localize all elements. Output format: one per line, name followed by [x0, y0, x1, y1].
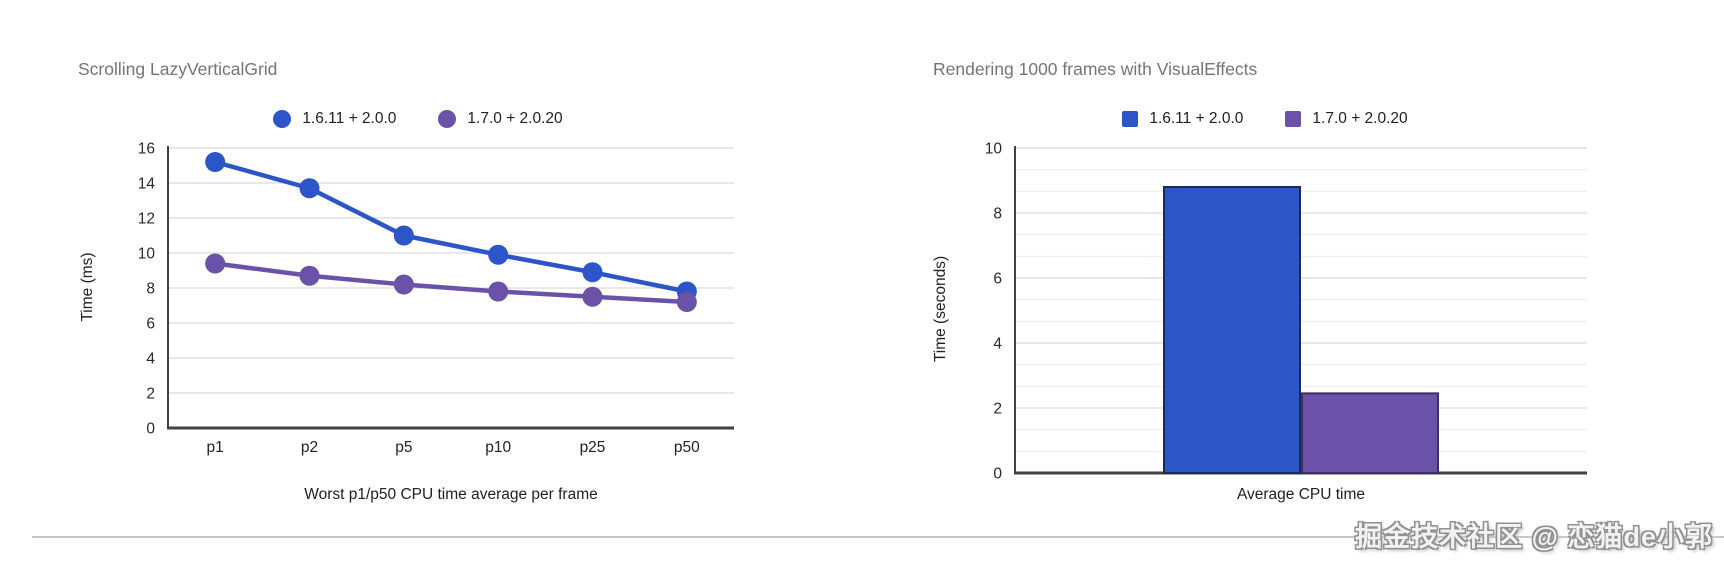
data-point-marker	[299, 265, 320, 286]
line-chart-y-axis-title: Time (ms)	[79, 252, 96, 322]
legend-swatch-icon	[1285, 111, 1302, 127]
bar-chart-y-axis-title: Time (seconds)	[932, 255, 949, 363]
legend-label: 1.7.0 + 2.0.20	[467, 110, 563, 127]
bar-1	[1301, 392, 1439, 474]
x-category-label: p10	[485, 439, 511, 456]
x-category-label: p25	[580, 439, 606, 456]
y-tick-label: 14	[138, 176, 156, 193]
line-chart-legend: 1.6.11 + 2.0.0 1.7.0 + 2.0.20	[118, 108, 718, 130]
line-chart-x-axis-title: Worst p1/p50 CPU time average per frame	[304, 486, 598, 503]
y-tick-label: 10	[138, 246, 156, 263]
data-point-marker	[393, 274, 414, 295]
y-tick-label: 8	[146, 281, 155, 298]
y-tick-label: 10	[985, 141, 1003, 158]
line-series-0	[212, 159, 690, 294]
data-point-marker	[582, 262, 603, 283]
legend-swatch-icon	[1122, 111, 1139, 127]
bottom-divider	[32, 536, 1724, 538]
legend-swatch-icon	[438, 110, 457, 128]
data-point-marker	[676, 292, 697, 312]
x-category-label: p2	[301, 439, 318, 456]
x-category-label: Average CPU time	[1237, 486, 1365, 503]
legend-item-1: 1.7.0 + 2.0.20	[1285, 110, 1408, 128]
data-point-marker	[205, 152, 226, 172]
bar-chart-title: Rendering 1000 frames with VisualEffects	[933, 59, 1258, 79]
data-point-marker	[299, 178, 320, 199]
x-category-label: p5	[395, 439, 412, 456]
y-tick-label: 12	[138, 211, 155, 228]
y-tick-label: 0	[993, 466, 1002, 483]
y-tick-label: 2	[146, 386, 155, 403]
data-point-marker	[582, 286, 603, 307]
legend-item-1: 1.7.0 + 2.0.20	[438, 110, 563, 128]
bar-chart-plot: 0 2 4 6 8 10 Average CPU time	[985, 141, 1587, 503]
y-tick-label: 16	[138, 141, 155, 158]
legend-item-0: 1.6.11 + 2.0.0	[1122, 110, 1243, 128]
x-category-label: p1	[207, 439, 224, 456]
y-tick-label: 4	[146, 351, 155, 368]
data-point-marker	[393, 225, 414, 246]
line-chart-plot: 0 2 4 6 8 10 12 14 16 p1 p2 p5 p10 p25 p50	[138, 141, 734, 456]
y-tick-label: 6	[993, 271, 1002, 288]
y-tick-label: 2	[993, 401, 1002, 418]
y-tick-label: 8	[993, 206, 1002, 223]
bar-chart-legend: 1.6.11 + 2.0.0 1.7.0 + 2.0.20	[1015, 108, 1515, 130]
legend-label: 1.7.0 + 2.0.20	[1312, 110, 1408, 127]
legend-label: 1.6.11 + 2.0.0	[302, 110, 397, 127]
watermark: 掘金技术社区 @ 恋猫de小郭	[1355, 522, 1713, 552]
y-tick-label: 0	[146, 421, 155, 438]
legend-swatch-icon	[273, 110, 292, 128]
legend-label: 1.6.11 + 2.0.0	[1149, 110, 1244, 127]
line-chart-title: Scrolling LazyVerticalGrid	[78, 59, 278, 79]
data-point-marker	[488, 281, 509, 302]
y-tick-label: 4	[993, 336, 1002, 353]
legend-item-0: 1.6.11 + 2.0.0	[273, 110, 396, 128]
bar-0	[1163, 186, 1301, 474]
y-tick-label: 6	[146, 316, 155, 333]
data-point-marker	[205, 253, 226, 274]
x-category-label: p50	[674, 439, 700, 456]
data-point-marker	[488, 244, 509, 265]
line-series-1	[212, 261, 690, 305]
